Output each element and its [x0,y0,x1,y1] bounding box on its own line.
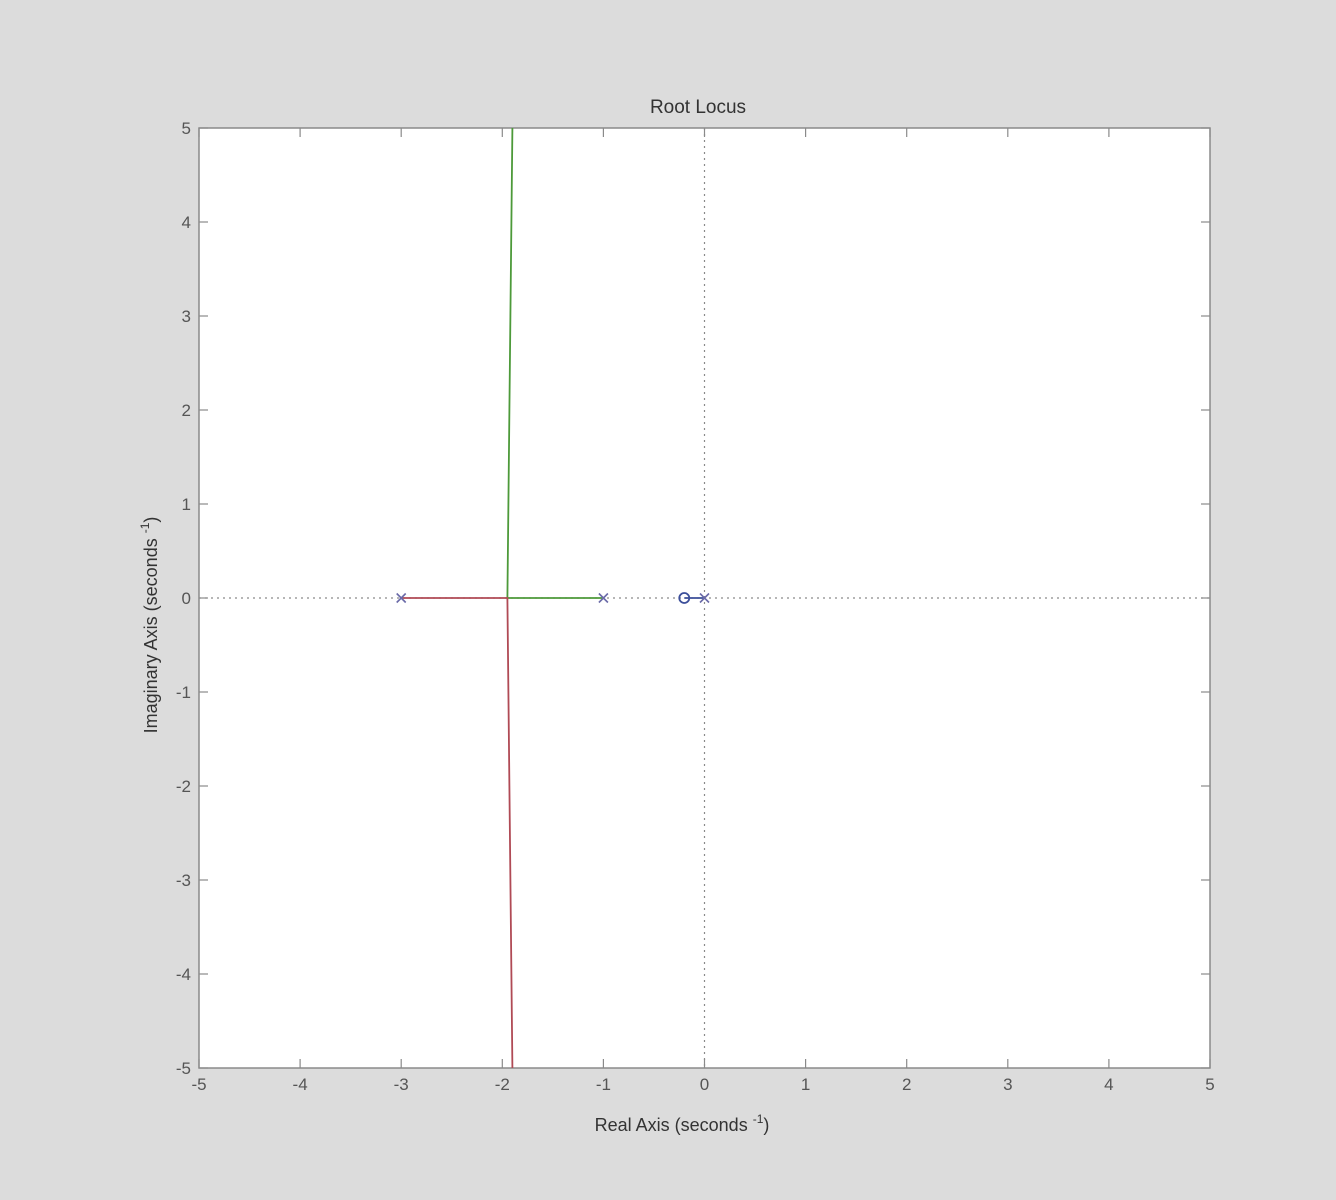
locus-branches [401,127,705,1069]
pole-marker [598,592,609,604]
y-tick-label: -5 [176,1059,191,1078]
x-tick-label: -2 [495,1075,510,1094]
x-tick-label: 4 [1104,1075,1113,1094]
x-axis-label: Real Axis (seconds -1) [595,1112,770,1135]
x-tick-label: 3 [1003,1075,1012,1094]
y-axis-label: Imaginary Axis (seconds -1) [138,517,161,734]
pole-zero-markers [396,592,710,604]
x-axis-label-close: ) [763,1115,769,1135]
x-tick-label: -5 [191,1075,206,1094]
pole-marker [396,592,407,604]
y-tick-label: -2 [176,777,191,796]
pole-marker [699,592,710,604]
x-tick-label: 0 [700,1075,709,1094]
y-tick-label: -4 [176,965,191,984]
axis-ticks [198,127,1211,1069]
tick-labels: -5 -4 -3 -2 -1 0 1 2 3 4 5 -5 -4 -3 -2 -1 0 1 2 3 4 5 [176,119,1215,1094]
y-tick-label: 4 [182,213,191,232]
y-axis-label-text: Imaginary Axis (seconds [141,538,161,733]
locus-branch-2 [401,597,514,1069]
x-tick-label: 5 [1205,1075,1214,1094]
y-tick-label: 3 [182,307,191,326]
zero-marker [678,592,691,604]
y-tick-label: -3 [176,871,191,890]
x-tick-label: 1 [801,1075,810,1094]
chart-title: Root Locus [650,97,746,118]
x-tick-label: -3 [394,1075,409,1094]
y-tick-label: 2 [182,401,191,420]
y-axis-label-close: ) [141,517,161,523]
x-tick-label: -4 [293,1075,308,1094]
y-tick-label: 5 [182,119,191,138]
y-axis-label-superscript: -1 [138,522,152,533]
x-tick-label: 2 [902,1075,911,1094]
y-tick-label: 1 [182,495,191,514]
x-axis-label-text: Real Axis (seconds [595,1115,748,1135]
y-tick-label: 0 [182,589,191,608]
x-tick-label: -1 [596,1075,611,1094]
x-axis-label-superscript: -1 [753,1112,764,1126]
y-tick-label: -1 [176,683,191,702]
